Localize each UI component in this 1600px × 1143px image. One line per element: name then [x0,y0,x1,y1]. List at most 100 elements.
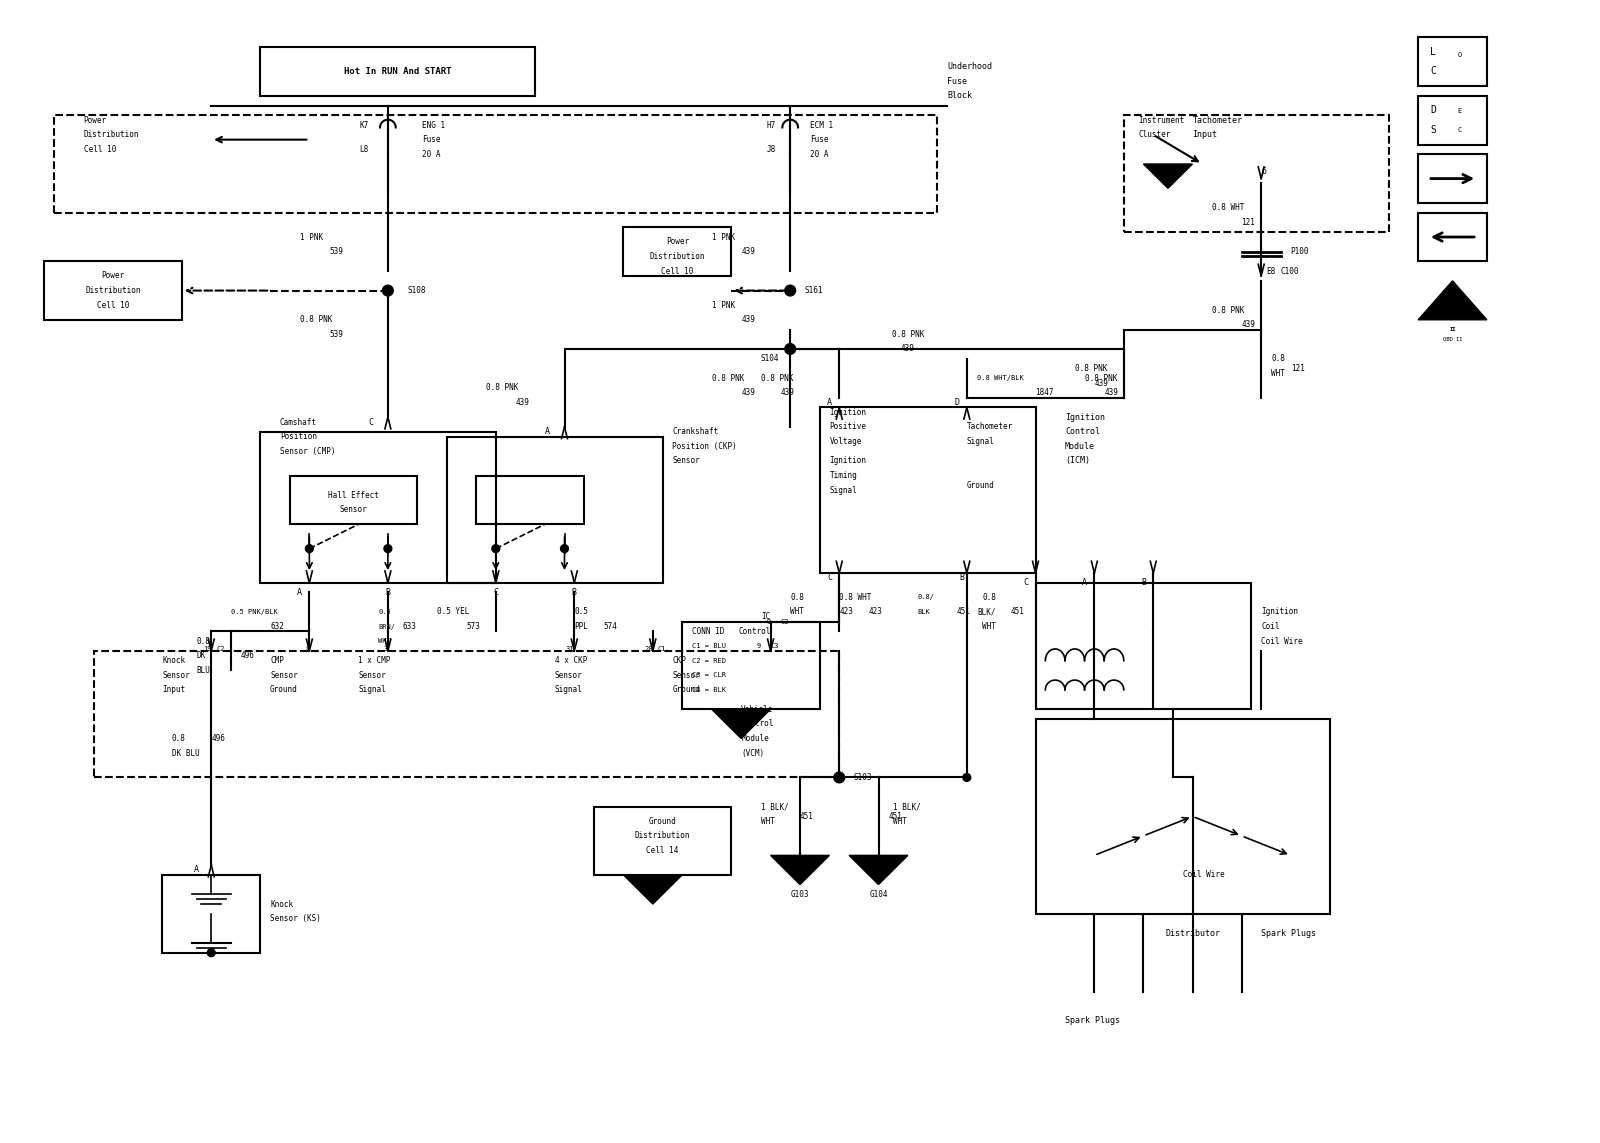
Text: Signal: Signal [966,437,995,446]
Text: 451: 451 [1011,607,1026,616]
Text: B: B [1141,578,1146,588]
Text: Signal: Signal [358,686,386,694]
Bar [624,227,731,275]
Text: Power: Power [83,115,107,125]
Polygon shape [850,855,907,885]
Text: Distribution: Distribution [85,286,141,295]
Text: A: A [298,588,302,597]
Text: 439: 439 [1242,320,1256,329]
Text: 121: 121 [1242,218,1256,227]
Bar [261,47,534,96]
Text: CONN ID: CONN ID [693,626,725,636]
Text: C3: C3 [781,618,789,624]
Text: S: S [1430,125,1435,135]
Polygon shape [771,855,829,885]
Text: Fuse: Fuse [422,135,440,144]
Text: 0.8 PNK: 0.8 PNK [712,374,744,383]
Text: Sensor: Sensor [270,671,298,680]
Text: E: E [1458,107,1462,113]
Text: 0.8 PNK: 0.8 PNK [299,315,331,325]
Text: 9: 9 [766,618,771,624]
Text: 439: 439 [781,389,794,398]
Text: Position: Position [280,432,317,441]
Polygon shape [1418,281,1486,320]
Text: 496: 496 [240,652,254,661]
Text: 0.8: 0.8 [173,734,186,743]
Text: Tachometer: Tachometer [1192,115,1243,125]
Bar [1418,38,1486,86]
Text: 0.8/: 0.8/ [918,594,934,600]
Text: Ground: Ground [270,686,298,694]
Text: C4 = BLK: C4 = BLK [693,687,726,693]
Text: BLK/: BLK/ [978,607,997,616]
Text: 439: 439 [741,315,755,325]
Bar [261,432,496,583]
Circle shape [306,545,314,552]
Text: P100: P100 [1291,247,1309,256]
Text: D: D [1430,105,1435,115]
Text: Sensor (CMP): Sensor (CMP) [280,447,336,456]
Text: Signal: Signal [829,486,858,495]
Text: OBD II: OBD II [1443,337,1462,342]
Circle shape [491,545,499,552]
Text: WHT: WHT [893,817,907,825]
Text: II: II [1450,327,1456,331]
Text: 0.8 PNK: 0.8 PNK [1213,305,1245,314]
Text: 0.8 PNK: 0.8 PNK [486,383,518,392]
Text: Distribution: Distribution [650,251,706,261]
Text: 539: 539 [330,330,342,338]
Text: 439: 439 [1094,378,1109,387]
Bar [1123,115,1389,232]
Text: Coil Wire: Coil Wire [1261,637,1302,646]
Bar [45,262,182,320]
Text: 0.8 WHT: 0.8 WHT [1213,203,1245,213]
Circle shape [208,949,214,957]
Text: L: L [1430,47,1435,57]
Text: A: A [194,865,198,874]
Text: 0.5 YEL: 0.5 YEL [437,607,469,616]
Text: Distribution: Distribution [83,130,139,139]
Text: C3 = CLR: C3 = CLR [693,672,726,678]
Bar [1035,719,1330,913]
Text: Coil: Coil [1261,622,1280,631]
Polygon shape [1144,163,1192,189]
Text: Hot In RUN And START: Hot In RUN And START [344,67,451,75]
Text: CKP: CKP [672,656,686,665]
Text: Sensor: Sensor [672,456,701,465]
Text: DK BLU: DK BLU [173,749,200,758]
Text: Cell 10: Cell 10 [98,301,130,310]
Text: Voltage: Voltage [829,437,862,446]
Text: 1 x CMP: 1 x CMP [358,656,390,665]
Text: Spark Plugs: Spark Plugs [1261,929,1317,937]
Text: C1 = BLU: C1 = BLU [693,644,726,649]
Text: (ICM): (ICM) [1066,456,1090,465]
Text: (VCM): (VCM) [741,749,765,758]
Text: L8: L8 [358,145,368,154]
Text: Timing: Timing [829,471,858,480]
Text: 0.8: 0.8 [1270,354,1285,363]
Text: Ignition: Ignition [1066,413,1106,422]
Text: S104: S104 [760,354,779,363]
Text: 4 x CKP: 4 x CKP [555,656,587,665]
Text: 423: 423 [840,607,853,616]
Text: 3: 3 [384,646,387,652]
Text: 31: 31 [566,646,574,652]
Text: 0.5: 0.5 [574,607,589,616]
Bar [446,437,662,583]
Text: 439: 439 [515,398,530,407]
Text: 0.8 PNK: 0.8 PNK [760,374,794,383]
Text: 439: 439 [741,247,755,256]
Text: Sensor: Sensor [358,671,386,680]
Text: Ignition: Ignition [1261,607,1298,616]
Text: C: C [1458,127,1462,133]
Text: C: C [1022,578,1029,588]
Polygon shape [624,874,682,904]
Text: 1 PNK: 1 PNK [299,232,323,241]
Text: WHT: WHT [1270,369,1285,378]
Bar [819,407,1035,573]
Text: PPL: PPL [574,622,589,631]
Text: WHT: WHT [790,607,805,616]
Text: Module: Module [741,734,770,743]
Circle shape [382,286,394,296]
Text: B: B [571,588,578,597]
